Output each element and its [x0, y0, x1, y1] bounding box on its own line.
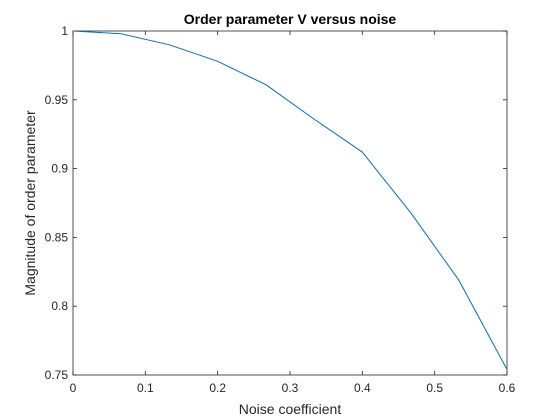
- series-layer: [72, 30, 508, 370]
- x-tick-label: 0.6: [499, 381, 516, 395]
- y-tick-label: 0.85: [45, 230, 69, 244]
- plot-frame: [72, 30, 508, 376]
- y-tick-label: 0.95: [45, 93, 69, 107]
- x-tick-label: 0: [70, 381, 77, 395]
- x-axis: 0 0.1 0.2 0.3 0.4 0.5 0.6: [70, 31, 516, 395]
- chart-title: Order parameter V versus noise: [184, 11, 397, 27]
- x-tick-label: 0.2: [209, 381, 226, 395]
- y-tick-label: 0.75: [45, 368, 69, 382]
- y-tick-label: 1: [61, 24, 68, 38]
- x-axis-label: Noise coefficient: [239, 401, 342, 417]
- y-tick-label: 0.8: [51, 299, 68, 313]
- x-tick-label: 0.5: [426, 381, 443, 395]
- y-axis-label: Magnitude of order parameter: [22, 110, 38, 296]
- x-tick-label: 0.4: [354, 381, 371, 395]
- x-tick-label: 0.3: [282, 381, 299, 395]
- y-tick-label: 0.9: [51, 162, 68, 176]
- plot-area: [72, 30, 508, 376]
- series-line: [72, 30, 508, 370]
- y-axis: 0.75 0.8 0.85 0.9 0.95 1: [45, 24, 507, 382]
- x-tick-label: 0.1: [137, 381, 154, 395]
